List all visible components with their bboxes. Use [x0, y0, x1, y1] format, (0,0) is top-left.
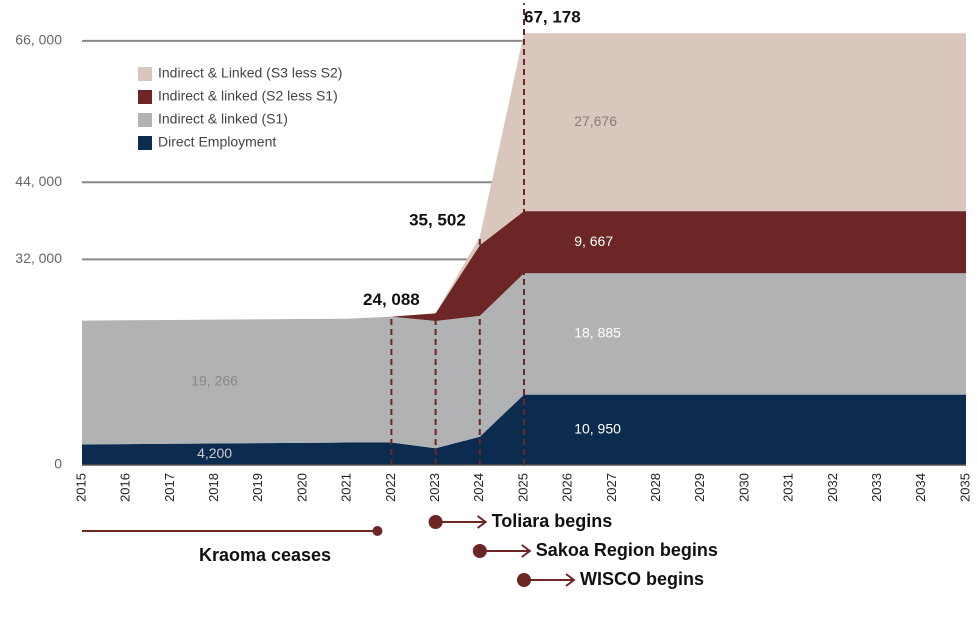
- x-tick-label: 2026: [560, 473, 575, 502]
- legend-label: Direct Employment: [158, 134, 276, 150]
- x-tick-label: 2018: [206, 473, 221, 502]
- x-tick-label: 2023: [427, 473, 442, 502]
- milestone-label: Toliara begins: [492, 511, 613, 531]
- annotation: 35, 502: [409, 210, 466, 229]
- x-tick-label: 2035: [957, 473, 972, 502]
- x-tick-label: 2015: [73, 473, 88, 502]
- x-tick-label: 2024: [471, 473, 486, 502]
- legend-swatch: [138, 136, 152, 150]
- y-tick-label: 0: [54, 456, 62, 472]
- x-tick-label: 2016: [118, 473, 133, 502]
- area: [82, 33, 966, 321]
- timeline-arrow: [524, 573, 576, 587]
- x-tick-label: 2019: [250, 473, 265, 502]
- legend-label: Indirect & Linked (S3 less S2): [158, 65, 342, 81]
- data-label: 9, 667: [574, 233, 613, 249]
- x-tick-label: 2021: [339, 473, 354, 502]
- data-label: 27,676: [574, 113, 617, 129]
- data-label: 4,200: [197, 445, 232, 461]
- annotation: 24, 088: [363, 290, 420, 309]
- timeline-arrow: [479, 544, 532, 558]
- area: [82, 211, 966, 322]
- timeline-dot: [372, 526, 383, 536]
- y-tick-label: 66, 000: [15, 32, 62, 48]
- legend-label: Indirect & linked (S1): [158, 111, 288, 127]
- timeline-arrow: [435, 515, 488, 529]
- x-tick-label: 2034: [913, 473, 928, 502]
- x-tick-label: 2031: [781, 473, 796, 502]
- x-tick-label: 2030: [736, 473, 751, 502]
- x-tick-label: 2027: [604, 473, 619, 502]
- milestone-label: Sakoa Region begins: [536, 540, 718, 560]
- x-tick-label: 2028: [648, 473, 663, 502]
- x-tick-label: 2033: [869, 473, 884, 502]
- data-label: 19, 266: [191, 372, 238, 388]
- milestone-label: WISCO begins: [580, 569, 704, 589]
- milestone-label: Kraoma ceases: [199, 545, 331, 565]
- y-tick-label: 44, 000: [15, 173, 62, 189]
- x-tick-label: 2029: [692, 473, 707, 502]
- legend-label: Indirect & linked (S2 less S1): [158, 88, 338, 104]
- x-tick-label: 2022: [383, 473, 398, 502]
- x-tick-label: 2032: [825, 473, 840, 502]
- x-tick-label: 2020: [294, 473, 309, 502]
- data-label: 10, 950: [574, 421, 621, 437]
- legend-swatch: [138, 113, 152, 127]
- x-tick-label: 2017: [162, 473, 177, 502]
- legend-swatch: [138, 90, 152, 104]
- y-tick-label: 32, 000: [15, 250, 62, 266]
- x-tick-label: 2025: [515, 473, 530, 502]
- legend-swatch: [138, 67, 152, 81]
- annotation: 67, 178: [524, 7, 581, 26]
- data-label: 18, 885: [574, 325, 621, 341]
